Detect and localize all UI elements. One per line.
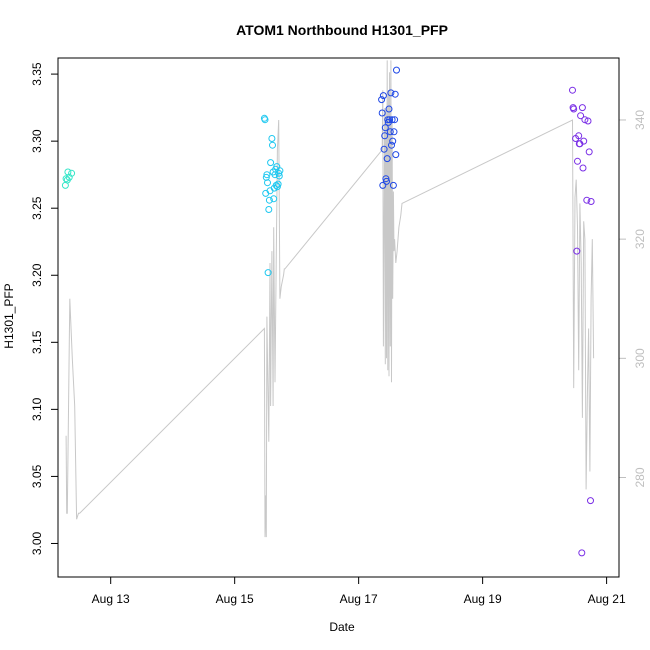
data-point xyxy=(270,195,278,203)
y-axis-label: H1301_PFP xyxy=(2,283,16,348)
data-point xyxy=(381,132,389,140)
data-point xyxy=(382,175,390,183)
data-point xyxy=(272,181,280,189)
data-point xyxy=(577,112,585,120)
data-point xyxy=(62,175,70,183)
data-point xyxy=(379,181,387,189)
data-point xyxy=(386,128,394,136)
points-layer xyxy=(61,66,595,557)
data-point xyxy=(268,135,276,142)
data-point xyxy=(378,96,386,104)
data-point xyxy=(388,116,396,124)
data-point xyxy=(267,159,275,167)
data-point xyxy=(68,169,76,177)
data-point xyxy=(381,124,389,132)
data-point xyxy=(269,141,276,149)
x-tick-label: Aug 21 xyxy=(588,592,626,606)
chart-title: ATOM1 Northbound H1301_PFP xyxy=(236,22,448,38)
data-point xyxy=(573,247,581,255)
data-point xyxy=(389,181,397,189)
x-tick-label: Aug 19 xyxy=(464,592,502,606)
data-point xyxy=(385,105,393,113)
y-tick-label: 3.05 xyxy=(30,464,44,488)
data-point xyxy=(264,269,272,277)
data-point xyxy=(264,179,271,187)
data-point xyxy=(275,172,283,180)
data-point xyxy=(580,137,588,145)
data-point xyxy=(383,177,390,185)
secondary-line-layer xyxy=(65,60,595,538)
data-point xyxy=(587,198,595,205)
data-point xyxy=(391,90,399,98)
data-point xyxy=(391,116,399,124)
data-point xyxy=(388,141,395,149)
data-point xyxy=(578,549,586,557)
data-point xyxy=(265,196,273,204)
data-point xyxy=(585,148,593,156)
y-tick-label: 3.20 xyxy=(30,263,44,287)
data-point xyxy=(379,92,387,100)
data-point xyxy=(390,128,398,136)
data-point xyxy=(276,167,284,175)
data-point xyxy=(575,132,583,140)
y2-tick-label: 280 xyxy=(633,467,647,487)
data-point xyxy=(386,116,394,124)
data-point xyxy=(262,173,270,181)
y2-tick-label: 300 xyxy=(633,348,647,368)
y-tick-label: 3.25 xyxy=(30,196,44,220)
data-point xyxy=(261,116,269,124)
data-point xyxy=(274,180,282,188)
data-point xyxy=(574,157,581,165)
data-point xyxy=(387,89,395,97)
data-point xyxy=(569,86,576,94)
x-tick-label: Aug 15 xyxy=(216,592,254,606)
y-tick-label: 3.35 xyxy=(30,62,44,86)
data-point xyxy=(389,137,397,145)
data-point xyxy=(578,104,586,112)
data-point xyxy=(380,145,388,153)
y-tick-label: 3.30 xyxy=(30,129,44,153)
data-point xyxy=(265,206,273,213)
y2-tick-label: 320 xyxy=(633,229,647,249)
data-point xyxy=(383,155,391,163)
axes-layer: Aug 13 Aug 15 Aug 17 Aug 19 Aug 21 3.00 3.05 3.… xyxy=(30,62,647,606)
data-point xyxy=(570,105,578,113)
y2-tick-label: 340 xyxy=(633,110,647,130)
data-point xyxy=(378,109,386,117)
data-point xyxy=(581,116,589,124)
data-point xyxy=(584,117,592,125)
data-point xyxy=(263,171,271,179)
data-point xyxy=(587,497,594,505)
x-tick-label: Aug 13 xyxy=(92,592,130,606)
data-point xyxy=(271,171,279,179)
plot-frame xyxy=(57,57,620,578)
data-point xyxy=(393,66,400,74)
data-point xyxy=(579,164,587,172)
y-tick-label: 3.10 xyxy=(30,397,44,421)
secondary-series-line xyxy=(65,60,595,538)
y-tick-label: 3.15 xyxy=(30,330,44,354)
data-point xyxy=(392,151,400,159)
x-axis-label: Date xyxy=(329,620,355,634)
x-tick-label: Aug 17 xyxy=(340,592,378,606)
y-tick-label: 3.00 xyxy=(30,531,44,555)
data-point xyxy=(583,196,591,204)
